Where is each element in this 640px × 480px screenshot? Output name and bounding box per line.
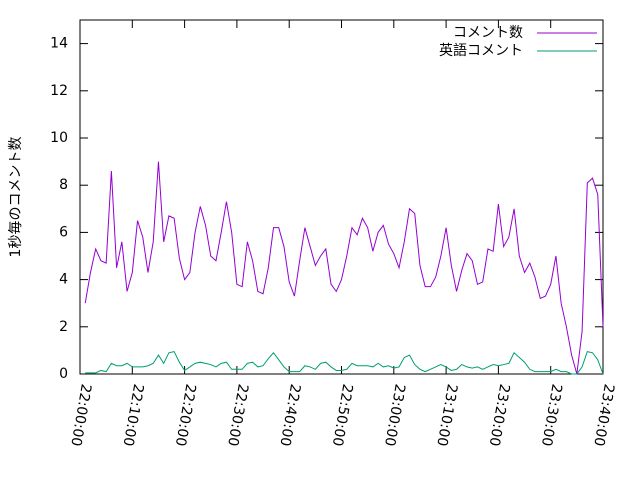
x-tick-label: 22:30:00 — [224, 383, 251, 448]
x-tick-label: 22:00:00 — [67, 383, 94, 448]
legend-label: 英語コメント — [439, 42, 523, 59]
x-tick-label: 23:40:00 — [590, 383, 617, 448]
y-tick-label: 8 — [59, 177, 68, 193]
y-tick-label: 10 — [50, 130, 68, 146]
x-tick-label: 23:10:00 — [433, 383, 460, 448]
legend-label: コメント数 — [453, 25, 523, 41]
x-tick-label: 23:30:00 — [538, 383, 565, 448]
x-tick-label: 22:50:00 — [329, 383, 356, 448]
x-tick-label: 23:00:00 — [381, 383, 408, 448]
y-tick-label: 0 — [59, 366, 68, 382]
data-line — [84, 161, 604, 375]
x-tick-label: 22:20:00 — [172, 383, 199, 448]
y-tick-label: 14 — [50, 36, 68, 52]
y-tick-label: 2 — [59, 319, 68, 335]
y-tick-label: 6 — [59, 224, 68, 240]
x-tick-label: 23:20:00 — [486, 383, 513, 448]
x-tick-label: 22:10:00 — [120, 383, 147, 448]
plot-frame — [79, 19, 604, 375]
y-axis-label: 1秒毎のコメント数 — [8, 137, 24, 258]
x-tick-label: 22:40:00 — [276, 383, 303, 448]
data-line — [85, 350, 604, 375]
y-tick-label: 12 — [50, 83, 68, 99]
y-tick-label: 4 — [59, 272, 68, 288]
